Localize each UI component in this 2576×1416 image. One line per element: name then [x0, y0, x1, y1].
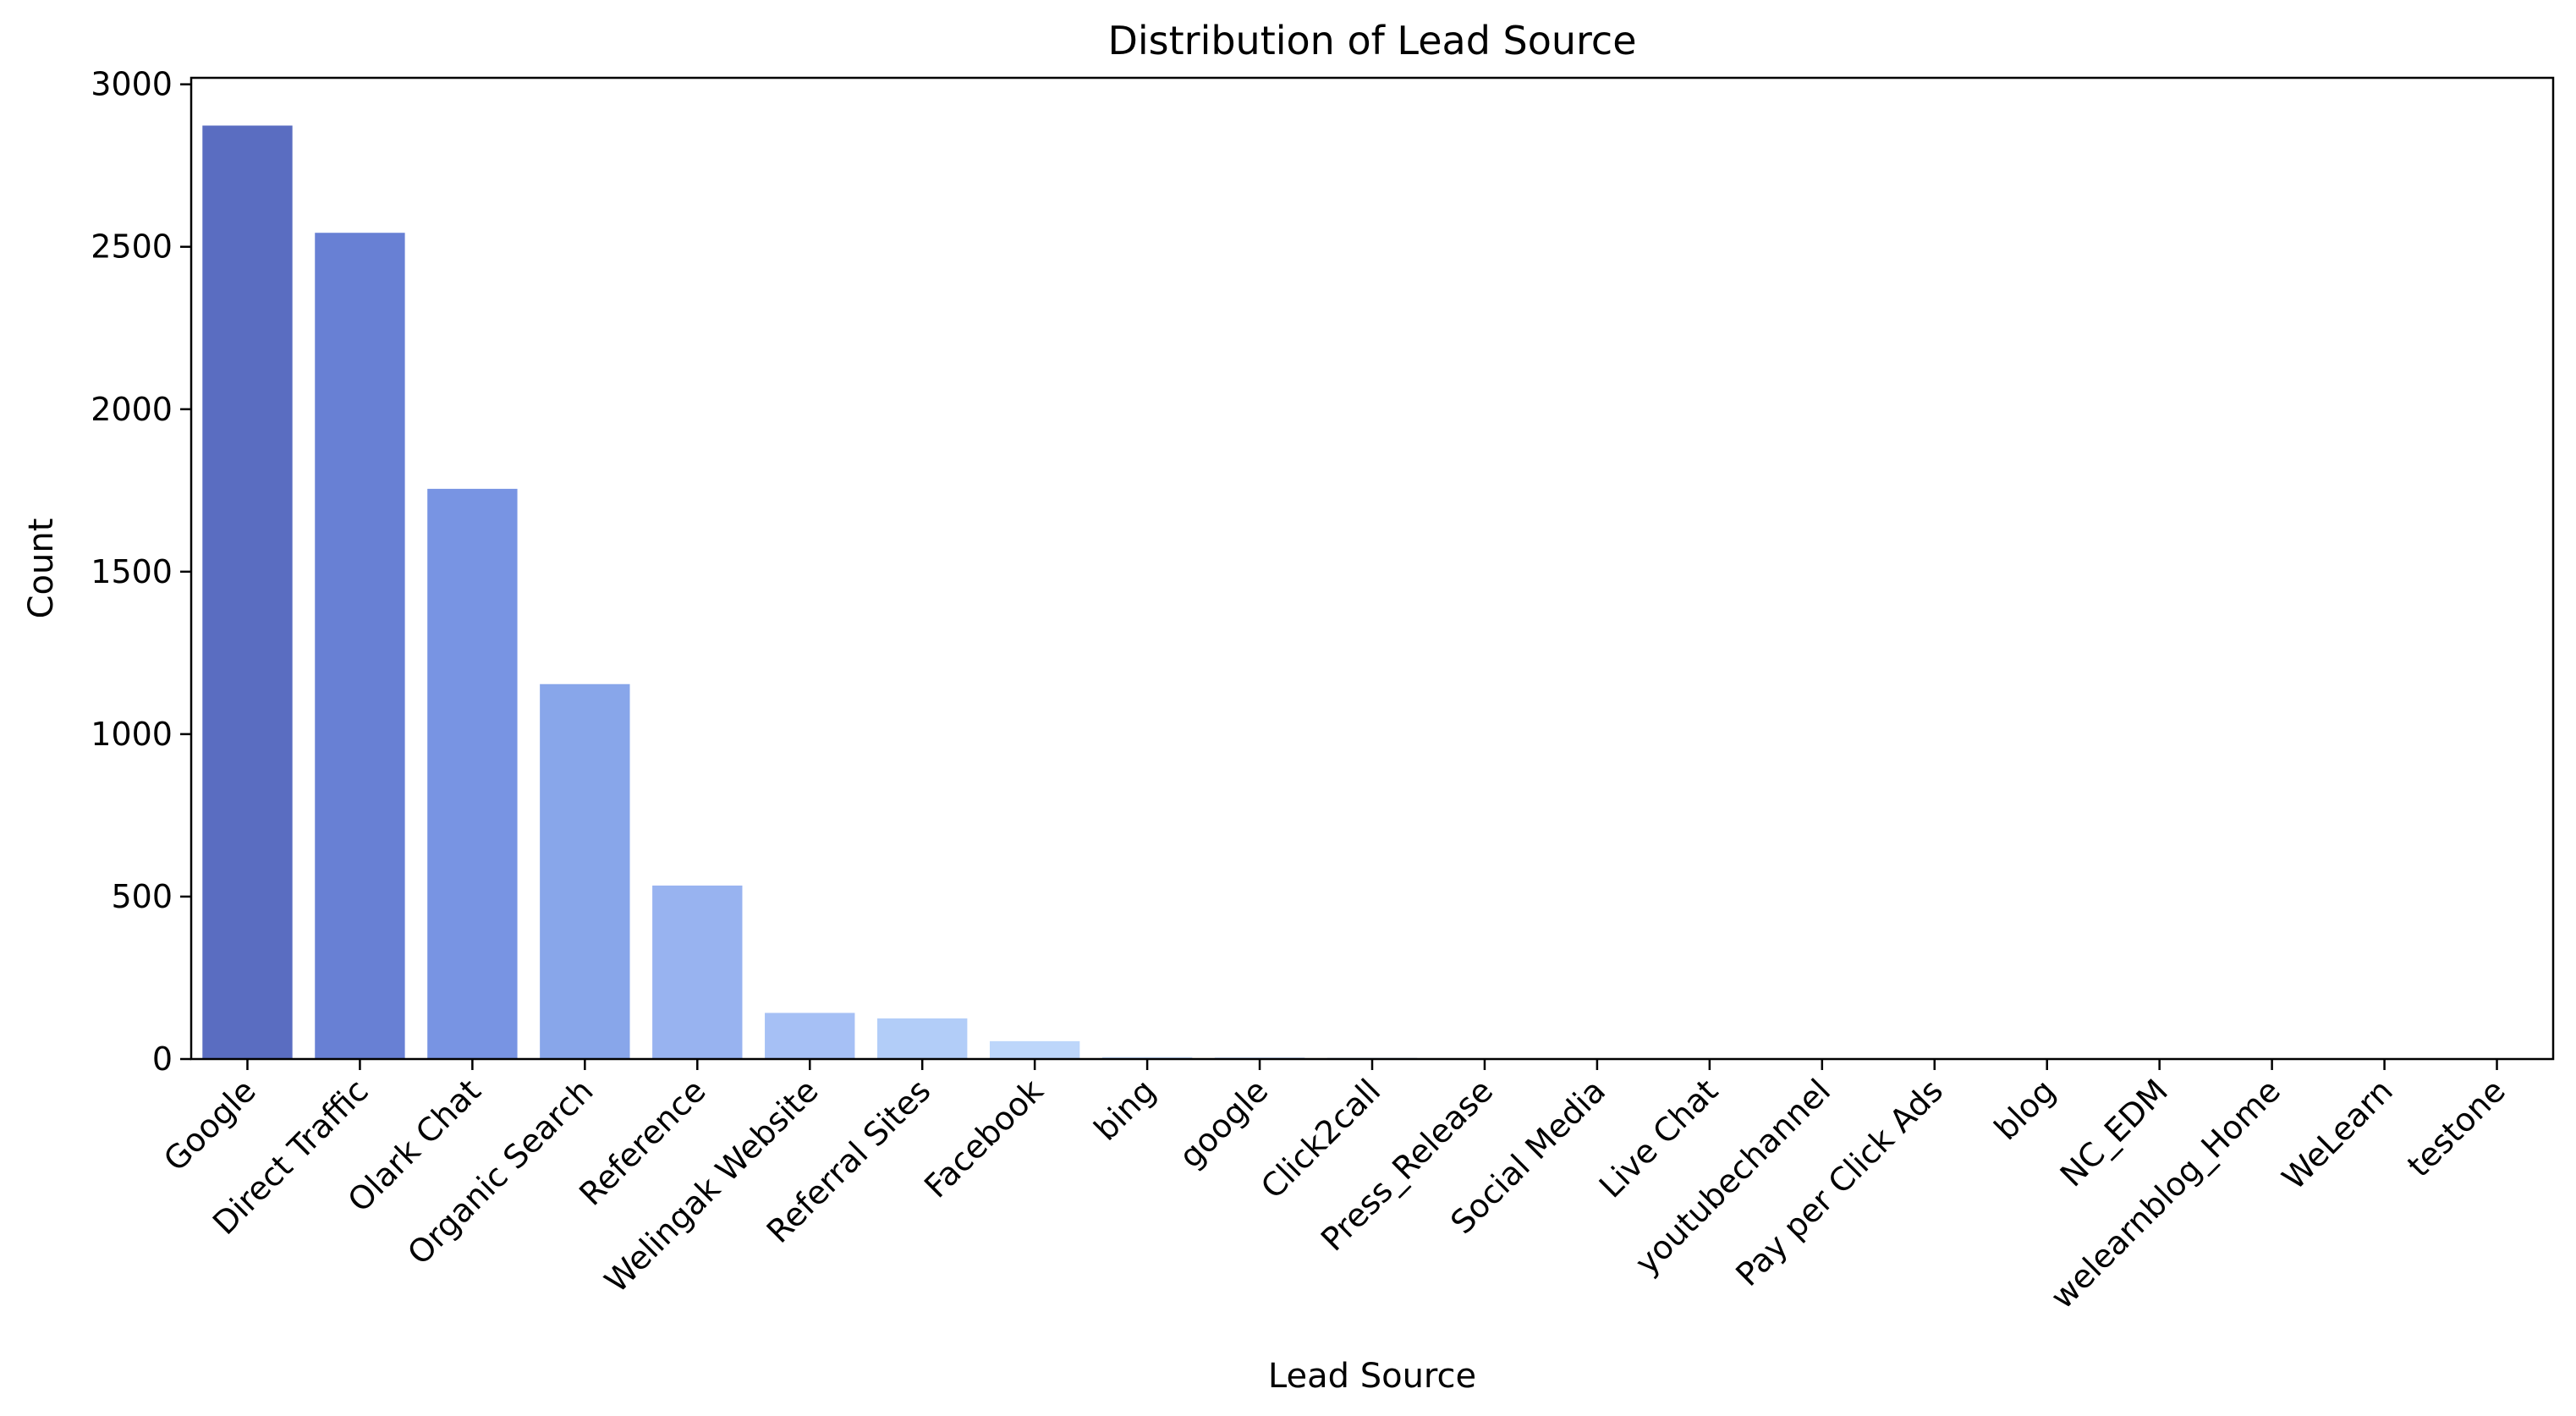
y-axis-title: Count: [22, 519, 61, 619]
bar-reference: [652, 885, 743, 1059]
x-tick-label: WeLearn: [2275, 1072, 2400, 1197]
bar-group: [202, 125, 2542, 1060]
plot-frame: [189, 76, 2555, 1061]
y-tick-label: 2500: [91, 228, 173, 266]
y-tick-label: 2000: [91, 391, 173, 428]
y-tick-label: 1500: [91, 553, 173, 590]
x-tick-label: testone: [2400, 1072, 2513, 1184]
bar-google: [202, 125, 293, 1059]
bar-welingak-website: [765, 1013, 855, 1059]
y-tick-label: 3000: [91, 66, 173, 103]
x-tick-label: youtubechannel: [1628, 1072, 1837, 1282]
x-tick-label: Organic Search: [400, 1072, 600, 1271]
x-axis-title: Lead Source: [1268, 1357, 1476, 1396]
x-tick-label: blog: [1987, 1072, 2062, 1147]
x-tick-label: google: [1172, 1072, 1275, 1175]
y-tick-label: 500: [111, 878, 173, 915]
bar-facebook: [989, 1040, 1080, 1059]
y-tick-label: 0: [152, 1040, 173, 1078]
chart-title: Distribution of Lead Source: [1107, 18, 1636, 63]
y-tick-label: 1000: [91, 716, 173, 753]
bar-organic-search: [540, 683, 630, 1059]
x-tick-label: welearnblog_Home: [2043, 1072, 2287, 1315]
y-axis: 0 500 1000 1500 2000 2500 3000: [91, 66, 191, 1078]
x-tick-label: bing: [1087, 1072, 1163, 1148]
bar-direct-traffic: [315, 233, 405, 1060]
x-tick-label: Facebook: [917, 1072, 1050, 1205]
x-tick-label: Welingak Website: [597, 1072, 825, 1299]
bar-olark-chat: [427, 488, 518, 1059]
x-tick-label: Pay per Click Ads: [1728, 1072, 1950, 1293]
bar-referral-sites: [877, 1018, 968, 1059]
x-tick-label: Google: [157, 1072, 263, 1178]
